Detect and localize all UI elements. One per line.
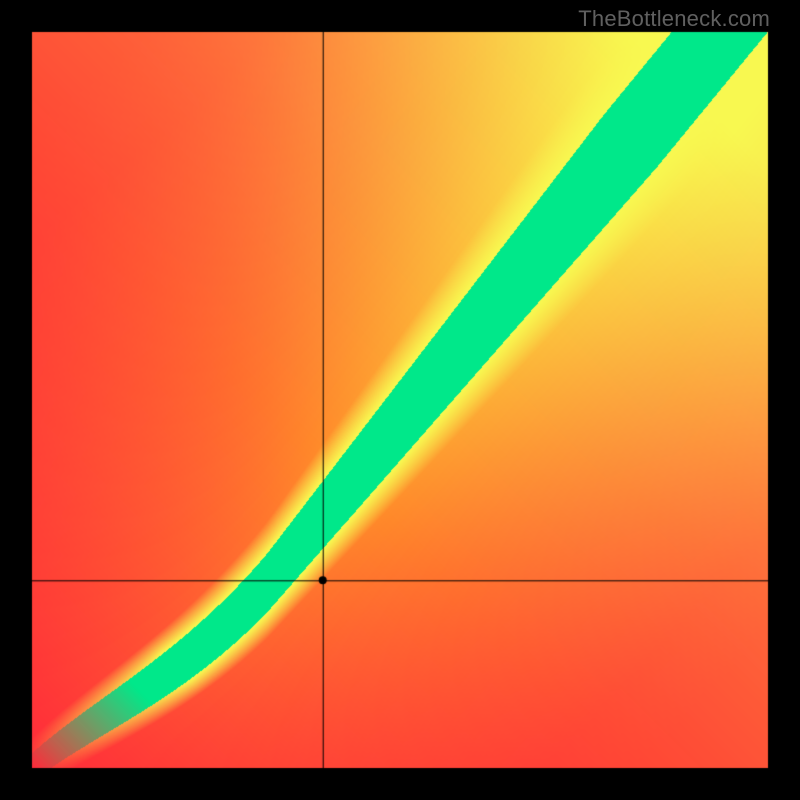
heatmap-canvas: [0, 0, 800, 800]
chart-container: TheBottleneck.com: [0, 0, 800, 800]
watermark-label: TheBottleneck.com: [578, 6, 770, 32]
